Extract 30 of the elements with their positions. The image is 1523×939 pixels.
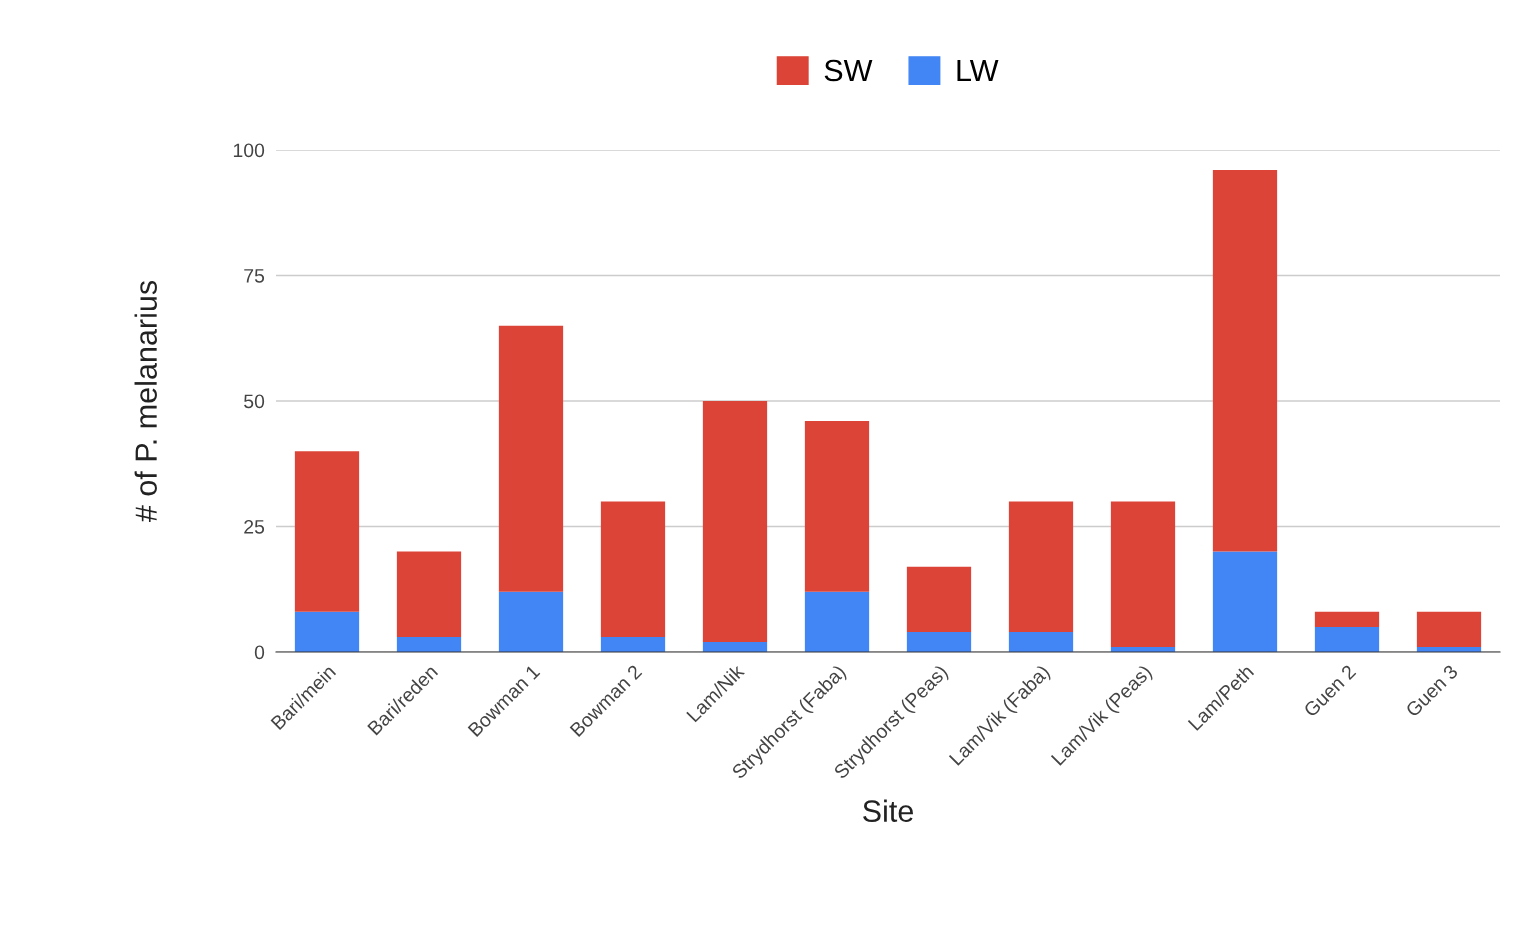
bar <box>396 551 462 637</box>
y-axis-title: # of P. melanarius <box>134 280 157 523</box>
bar <box>396 636 462 652</box>
y-tick-label: 25 <box>244 519 265 534</box>
bar <box>1314 626 1380 652</box>
bar <box>498 591 564 652</box>
bar <box>600 636 666 652</box>
bar <box>498 325 564 592</box>
bar <box>1212 551 1278 652</box>
y-tick-label: 50 <box>244 394 265 409</box>
bar <box>804 421 870 592</box>
bar <box>1008 631 1074 652</box>
x-axis-title: Site <box>863 799 913 823</box>
legend-label: LW <box>957 60 999 82</box>
y-tick-label: 0 <box>254 645 265 660</box>
bar <box>906 566 972 632</box>
bar <box>294 611 360 652</box>
bar <box>804 591 870 652</box>
bar <box>1314 611 1380 627</box>
bar <box>600 501 666 637</box>
bar <box>1416 611 1482 647</box>
bar <box>294 451 360 612</box>
bar <box>906 631 972 652</box>
bar <box>1008 501 1074 632</box>
legend-label: SW <box>824 59 873 82</box>
bar <box>1110 501 1176 647</box>
bar <box>702 401 768 642</box>
bar <box>1212 170 1278 552</box>
y-tick-label: 75 <box>244 269 265 283</box>
y-tick-label: 100 <box>233 143 265 158</box>
